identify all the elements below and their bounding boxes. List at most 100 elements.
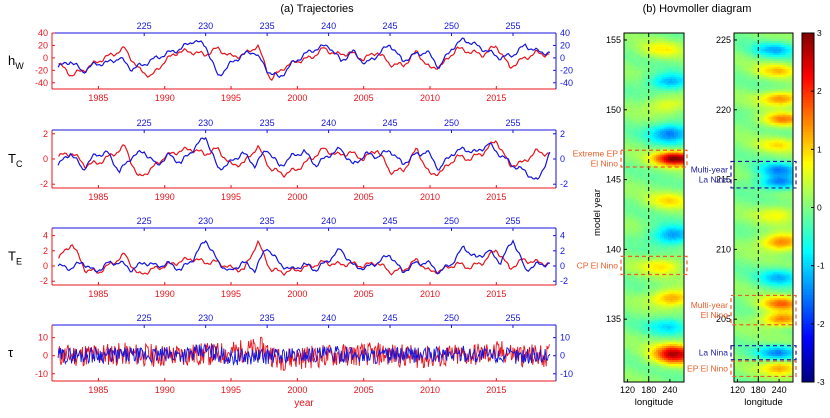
heatmap-cell (628, 94, 631, 98)
heatmap-cell (670, 236, 673, 239)
heatmap-cell (644, 44, 647, 48)
heatmap-cell (630, 304, 633, 307)
heatmap-cell (640, 286, 643, 289)
heatmap-cell (626, 186, 629, 189)
heatmap-cell (632, 96, 635, 100)
heatmap-cell (668, 262, 671, 265)
heatmap-cell (660, 152, 663, 156)
heatmap-cell (646, 140, 649, 144)
heatmap-cell (680, 324, 683, 327)
heatmap-cell (672, 82, 675, 86)
heatmap-cell (660, 164, 663, 168)
heatmap-cell (660, 33, 663, 36)
heatmap-cell (658, 166, 661, 170)
heatmap-cell (652, 216, 655, 219)
heatmap-cell (630, 116, 633, 120)
heatmap-cell (676, 70, 679, 74)
heatmap-cell (682, 222, 685, 225)
heatmap-cell (626, 216, 629, 219)
heatmap-cell (650, 342, 653, 345)
heatmap-cell (668, 344, 671, 347)
heatmap-cell (664, 54, 667, 58)
heatmap-cell (682, 66, 685, 70)
heatmap-cell (634, 250, 637, 253)
heatmap-cell (624, 112, 627, 116)
heatmap-cell (682, 33, 685, 36)
heatmap-cell (668, 298, 671, 301)
heatmap-cell (668, 198, 671, 201)
heatmap-cell (624, 162, 627, 166)
heatmap-cell (652, 158, 655, 162)
heatmap-cell (670, 196, 673, 199)
heatmap-cell (656, 88, 659, 92)
heatmap-cell (658, 296, 661, 299)
heatmap-cell (640, 276, 643, 279)
heatmap-cell (624, 50, 627, 54)
heatmap-cell (674, 250, 677, 253)
heatmap-cell (678, 320, 681, 323)
heatmap-cell (636, 212, 639, 215)
heatmap-cell (660, 178, 663, 181)
heatmap-cell (652, 286, 655, 289)
heatmap-cell (678, 244, 681, 247)
heatmap-cell (678, 260, 681, 263)
heatmap-cell (656, 36, 659, 40)
heatmap-cell (670, 74, 673, 78)
heatmap-cell (658, 248, 661, 251)
heatmap-cell (642, 274, 645, 277)
heatmap-cell (670, 52, 673, 56)
heatmap-cell (642, 112, 645, 116)
heatmap-cell (636, 198, 639, 201)
heatmap-cell (656, 202, 659, 205)
heatmap-cell (638, 266, 641, 269)
heatmap-cell (650, 34, 653, 38)
heatmap-cell (656, 234, 659, 237)
heatmap-cell (626, 164, 629, 168)
heatmap-cell (634, 42, 637, 46)
heatmap-cell (632, 336, 635, 339)
heatmap-cell (628, 150, 631, 154)
heatmap-cell (642, 264, 645, 267)
heatmap-cell (676, 136, 679, 140)
heatmap-cell (652, 282, 655, 285)
heatmap-cell (682, 324, 685, 327)
heatmap-cell (632, 110, 635, 114)
heatmap-cell (676, 218, 679, 221)
heatmap-cell (670, 70, 673, 74)
heatmap-cell (656, 42, 659, 46)
heatmap-cell (636, 156, 639, 160)
heatmap-cell (636, 174, 639, 177)
heatmap-cell (678, 158, 681, 162)
heatmap-cell (642, 312, 645, 315)
heatmap-cell (634, 298, 637, 301)
heatmap-cell (638, 332, 641, 335)
heatmap-cell (644, 104, 647, 108)
heatmap-cell (670, 250, 673, 253)
heatmap-cell (652, 206, 655, 209)
heatmap-cell (656, 250, 659, 253)
heatmap-cell (666, 326, 669, 329)
heatmap-cell (658, 318, 661, 321)
heatmap-cell (680, 248, 683, 251)
heatmap-cell (638, 166, 641, 170)
heatmap-cell (642, 90, 645, 94)
heatmap-cell (632, 330, 635, 333)
heatmap-cell (646, 316, 649, 319)
heatmap-cell (630, 276, 633, 279)
heatmap-cell (672, 146, 675, 150)
heatmap-cell (666, 266, 669, 269)
heatmap-cell (682, 184, 685, 187)
heatmap-cell (656, 218, 659, 221)
heatmap-cell (626, 320, 629, 323)
heatmap-cell (646, 344, 649, 347)
heatmap-cell (656, 74, 659, 78)
panel-b-title: (b) Hovmoller diagram (643, 3, 752, 15)
heatmap-cell (628, 68, 631, 72)
heatmap-cell (634, 344, 637, 347)
heatmap-cell (654, 246, 657, 249)
heatmap-cell (642, 194, 645, 197)
heatmap-cell (634, 134, 637, 138)
heatmap-cell (630, 54, 633, 58)
heatmap-cell (664, 232, 667, 235)
heatmap-cell (634, 154, 637, 158)
